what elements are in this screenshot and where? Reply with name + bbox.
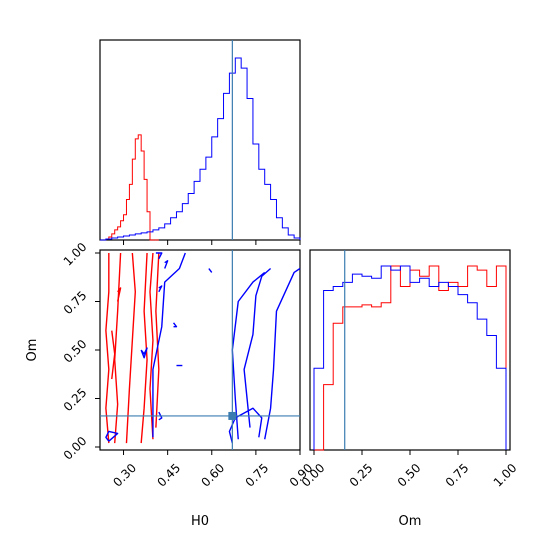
contour-red-4 bbox=[149, 252, 154, 440]
om-hist-blue-series bbox=[313, 265, 507, 450]
contour-ytick-label-3: 0.75 bbox=[61, 288, 90, 317]
h0-histogram-frame bbox=[99, 39, 301, 241]
contour-xtick-label-0: 0.30 bbox=[110, 461, 139, 490]
contour-red-3 bbox=[140, 252, 148, 444]
contour-frame bbox=[99, 249, 301, 451]
contour-xtick-label-3: 0.75 bbox=[243, 461, 272, 490]
contour-ytick-label-2: 0.50 bbox=[61, 337, 90, 366]
contour-blue-14 bbox=[152, 252, 186, 438]
contour-red-5 bbox=[155, 252, 160, 428]
contour-blue-18 bbox=[243, 267, 272, 428]
om-hist-red-series bbox=[314, 265, 507, 451]
contour-blue-8 bbox=[105, 430, 119, 442]
h0-histogram-xticks bbox=[123, 240, 301, 245]
contour-xtick-label-2: 0.60 bbox=[199, 461, 228, 490]
h0-histogram-panel bbox=[99, 39, 301, 245]
om-histogram-xticks: 0.00 0.25 0.50 0.75 1.00 bbox=[299, 450, 520, 490]
contour-yticks: 0.00 0.25 0.50 0.75 1.00 bbox=[61, 240, 100, 463]
h0-histogram-series bbox=[100, 57, 301, 241]
contour-red-6 bbox=[111, 330, 116, 380]
contour-ytick-label-1: 0.25 bbox=[61, 385, 90, 414]
contour-red-7 bbox=[116, 287, 122, 302]
contour-ylabel: Om bbox=[25, 339, 40, 362]
contour-xtick-label-1: 0.45 bbox=[154, 461, 183, 490]
om-xtick-label-1: 0.25 bbox=[347, 461, 376, 490]
contour-blue-11 bbox=[158, 285, 163, 293]
om-xtick-label-3: 0.75 bbox=[443, 461, 472, 490]
contour-ytick-label-0: 0.00 bbox=[61, 434, 90, 463]
contour-blue-12 bbox=[140, 347, 148, 359]
contour-blue-17 bbox=[208, 268, 213, 273]
contour-blue-15 bbox=[158, 411, 163, 421]
contour-ytick-label-4: 1.00 bbox=[61, 240, 90, 269]
om-histogram-panel: 0.00 0.25 0.50 0.75 1.00 Om bbox=[299, 249, 520, 529]
om-xtick-label-2: 0.50 bbox=[395, 461, 424, 490]
contour-red-2 bbox=[125, 252, 136, 444]
contour-blue-13 bbox=[172, 322, 178, 328]
contour-lines bbox=[105, 252, 301, 444]
om-xtick-label-4: 1.00 bbox=[491, 461, 520, 490]
contour-xlabel: H0 bbox=[191, 514, 209, 529]
contour-truth-point bbox=[228, 411, 237, 420]
contour-blue-9 bbox=[155, 252, 163, 260]
contour-blue-10 bbox=[164, 260, 169, 269]
contour-blue-19 bbox=[231, 271, 266, 440]
om-xlabel: Om bbox=[399, 514, 422, 529]
h0-hist-blue-series bbox=[100, 57, 301, 241]
h0-hist-red-series bbox=[100, 134, 159, 241]
contour-red-1 bbox=[105, 253, 110, 444]
contour-xticks: 0.30 0.45 0.60 0.75 0.90 bbox=[110, 450, 316, 490]
contour-blue-20 bbox=[264, 267, 301, 440]
om-histogram-series bbox=[313, 265, 507, 451]
contour-blue-21 bbox=[228, 407, 263, 444]
h0-om-contour-panel: 0.30 0.45 0.60 0.75 0.90 0.000.250.500.751.0… bbox=[25, 240, 316, 529]
